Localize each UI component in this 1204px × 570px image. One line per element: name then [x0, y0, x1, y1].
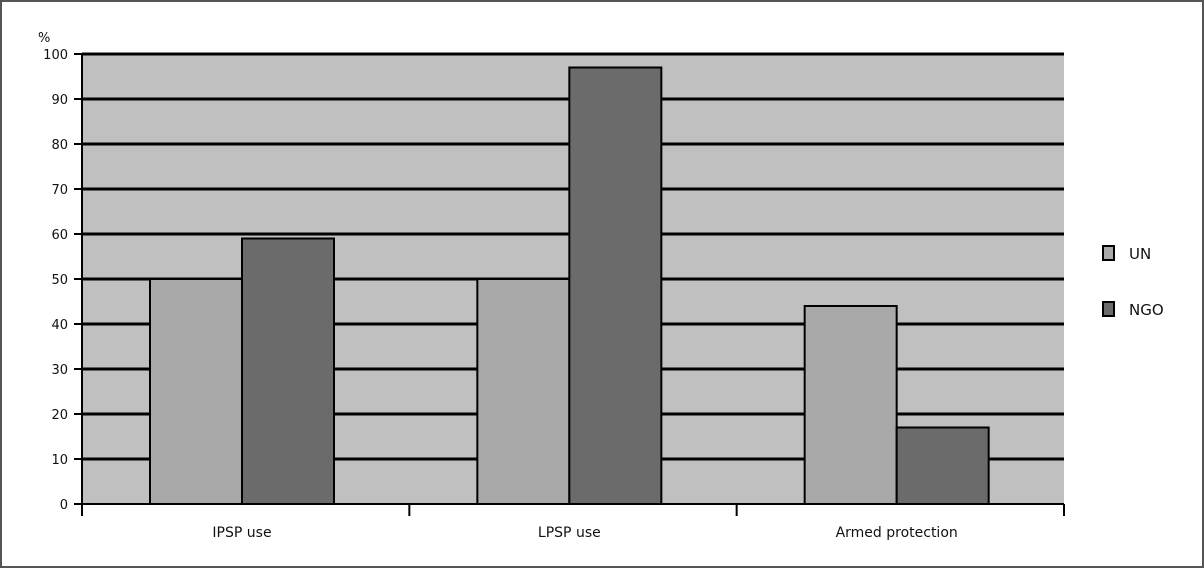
category-label: LPSP use	[538, 525, 601, 541]
y-tick-labels: 0 10 20 30 40 50 60 70 80 90 100	[43, 48, 68, 513]
legend-swatch-un	[1102, 245, 1115, 261]
y-tick-label: 90	[51, 93, 68, 108]
bar-ngo-3	[895, 426, 990, 505]
y-tick-label: 70	[51, 183, 68, 198]
bar-un-2	[476, 278, 571, 505]
legend-label-un: UN	[1129, 245, 1151, 263]
y-tick-label: 30	[51, 363, 68, 378]
legend-label-ngo: NGO	[1129, 301, 1164, 319]
category-label: Armed protection	[836, 525, 958, 541]
category-label: IPSP use	[212, 525, 271, 541]
y-tick-label: 40	[51, 318, 68, 333]
bar-ngo-2	[568, 66, 663, 505]
x-tick-labels: IPSP use LPSP use Armed protection	[212, 525, 957, 541]
y-tick-label: 80	[51, 138, 68, 153]
bar-un-1	[149, 278, 243, 505]
y-tick-label: 0	[60, 498, 68, 513]
y-tick-label: 60	[51, 228, 68, 243]
legend-swatch-ngo	[1102, 301, 1115, 317]
bars	[149, 66, 990, 505]
y-tick-label: 10	[51, 453, 68, 468]
y-axis-label: %	[38, 31, 50, 46]
y-tick-label: 20	[51, 408, 68, 423]
y-tick-label: 100	[43, 48, 68, 63]
axes	[74, 53, 1065, 516]
bar-un-3	[803, 305, 898, 505]
legend: UN NGO	[1102, 245, 1164, 319]
y-tick-label: 50	[51, 273, 68, 288]
bar-ngo-1	[241, 237, 335, 505]
